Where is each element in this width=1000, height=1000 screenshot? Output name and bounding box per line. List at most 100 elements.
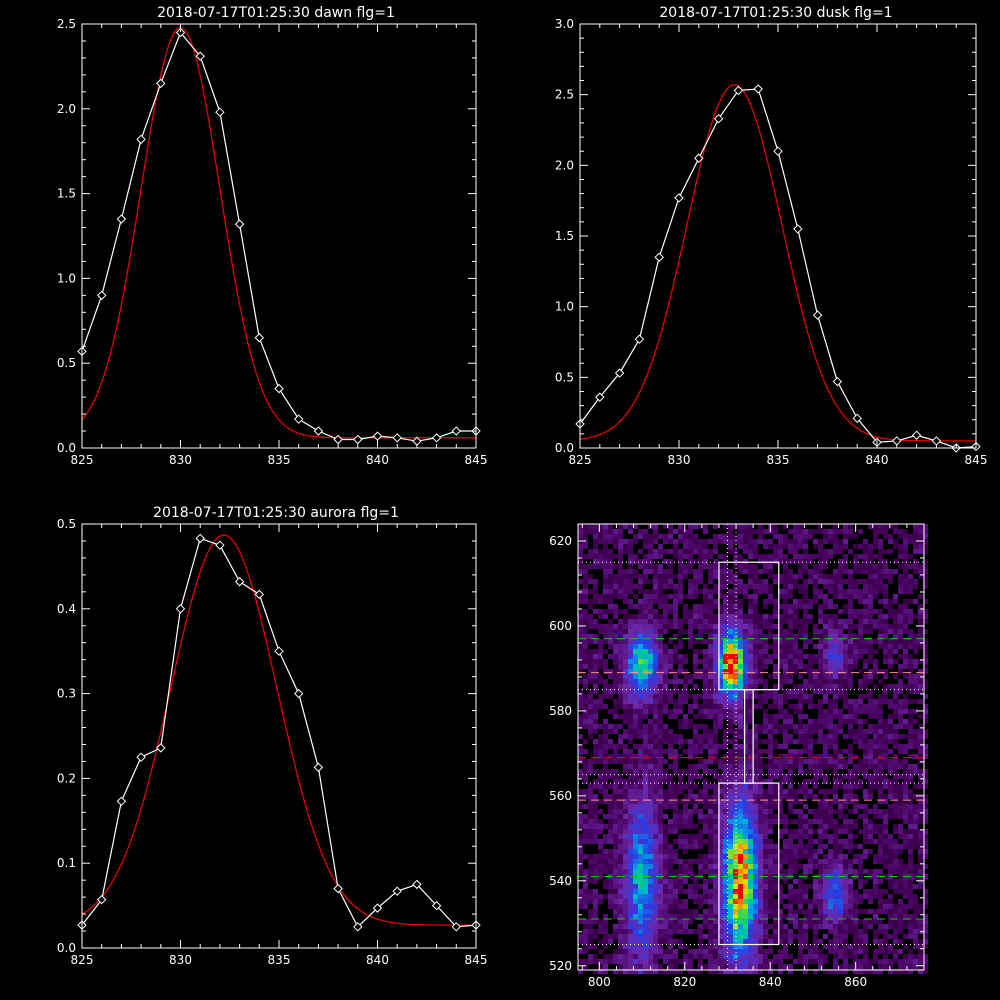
heatmap-cell — [583, 659, 588, 664]
heatmap-cell — [773, 719, 778, 724]
heatmap-cell — [613, 794, 618, 799]
heatmap-cell — [628, 929, 633, 934]
heatmap-cell — [753, 754, 758, 759]
heatmap-cell — [578, 649, 583, 654]
heatmap-cell — [883, 659, 888, 664]
heatmap-cell — [618, 699, 623, 704]
heatmap-cell — [583, 654, 588, 659]
heatmap-cell — [733, 669, 738, 674]
heatmap-cell — [863, 889, 868, 894]
heatmap-cell — [803, 969, 808, 974]
heatmap-cell — [638, 614, 643, 619]
heatmap-cell — [823, 534, 828, 539]
heatmap-cell — [818, 889, 823, 894]
heatmap-cell — [823, 624, 828, 629]
heatmap-cell — [743, 824, 748, 829]
heatmap-cell — [673, 634, 678, 639]
heatmap-cell — [673, 819, 678, 824]
heatmap-cell — [873, 809, 878, 814]
heatmap-cell — [728, 739, 733, 744]
heatmap-cell — [878, 744, 883, 749]
heatmap-cell — [718, 674, 723, 679]
heatmap-cell — [788, 789, 793, 794]
heatmap-cell — [688, 554, 693, 559]
heatmap-cell — [618, 524, 623, 529]
heatmap-cell — [643, 829, 648, 834]
heatmap-cell — [643, 864, 648, 869]
heatmap-cell — [768, 544, 773, 549]
heatmap-cell — [708, 869, 713, 874]
heatmap-cell — [793, 579, 798, 584]
heatmap-cell — [713, 899, 718, 904]
heatmap-cell — [658, 854, 663, 859]
heatmap-cell — [758, 674, 763, 679]
heatmap-cell — [618, 784, 623, 789]
heatmap-cell — [743, 644, 748, 649]
heatmap-cell — [873, 744, 878, 749]
heatmap-cell — [693, 714, 698, 719]
heatmap-cell — [748, 644, 753, 649]
heatmap-cell — [703, 704, 708, 709]
heatmap-cell — [738, 894, 743, 899]
heatmap-cell — [588, 729, 593, 734]
heatmap-cell — [738, 859, 743, 864]
heatmap-cell — [593, 894, 598, 899]
heatmap-cell — [578, 899, 583, 904]
heatmap-cell — [648, 864, 653, 869]
heatmap-cell — [818, 954, 823, 959]
heatmap-cell — [643, 854, 648, 859]
heatmap-cell — [783, 774, 788, 779]
heatmap-cell — [863, 919, 868, 924]
heatmap-cell — [763, 689, 768, 694]
heatmap-cell — [588, 939, 593, 944]
heatmap-cell — [733, 654, 738, 659]
heatmap-cell — [638, 919, 643, 924]
heatmap-cell — [873, 754, 878, 759]
heatmap-cell — [583, 579, 588, 584]
heatmap-cell — [788, 664, 793, 669]
heatmap-cell — [748, 679, 753, 684]
heatmap-cell — [623, 964, 628, 969]
heatmap-cell — [683, 594, 688, 599]
heatmap-cell — [758, 754, 763, 759]
heatmap-cell — [698, 764, 703, 769]
heatmap-cell — [618, 609, 623, 614]
heatmap-cell — [628, 894, 633, 899]
heatmap-cell — [588, 704, 593, 709]
heatmap-cell — [623, 634, 628, 639]
heatmap-cell — [833, 534, 838, 539]
heatmap-cell — [793, 669, 798, 674]
heatmap-cell — [833, 749, 838, 754]
heatmap-cell — [818, 714, 823, 719]
heatmap-cell — [658, 629, 663, 634]
heatmap-cell — [638, 709, 643, 714]
heatmap-cell — [778, 654, 783, 659]
heatmap-cell — [618, 799, 623, 804]
heatmap-cell — [698, 539, 703, 544]
heatmap-cell — [828, 914, 833, 919]
heatmap-cell — [843, 899, 848, 904]
heatmap-cell — [633, 844, 638, 849]
heatmap-cell — [593, 819, 598, 824]
heatmap-cell — [798, 704, 803, 709]
heatmap-cell — [783, 779, 788, 784]
heatmap-cell — [833, 744, 838, 749]
heatmap-cell — [738, 884, 743, 889]
heatmap-cell — [753, 744, 758, 749]
heatmap-cell — [703, 699, 708, 704]
heatmap-cell — [873, 769, 878, 774]
heatmap-cell — [763, 909, 768, 914]
heatmap-cell — [718, 804, 723, 809]
heatmap-cell — [688, 869, 693, 874]
heatmap-cell — [733, 554, 738, 559]
heatmap-cell — [793, 834, 798, 839]
heatmap-cell — [748, 809, 753, 814]
heatmap-cell — [878, 599, 883, 604]
y-tick-label: 0.5 — [57, 517, 76, 531]
heatmap-cell — [578, 549, 583, 554]
heatmap-cell — [663, 664, 668, 669]
heatmap-cell — [838, 619, 843, 624]
heatmap-cell — [763, 824, 768, 829]
heatmap-cell — [878, 759, 883, 764]
heatmap-cell — [643, 729, 648, 734]
